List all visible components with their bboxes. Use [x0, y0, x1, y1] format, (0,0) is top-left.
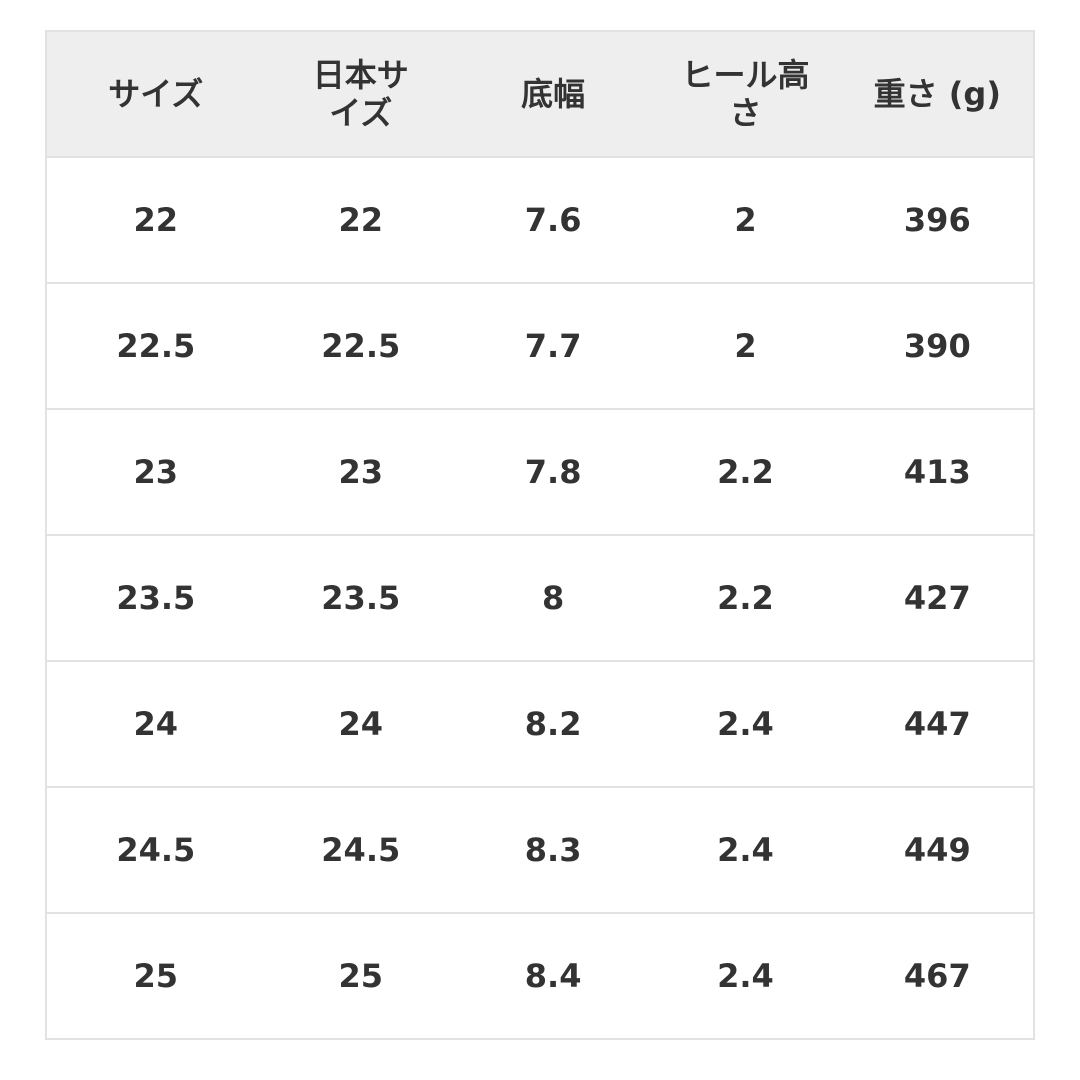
- cell-size: 23.5: [45, 534, 265, 662]
- header-japan-size: 日本サイズ: [264, 30, 457, 158]
- cell-sole-width: 7.7: [456, 282, 650, 410]
- cell-weight: 447: [841, 660, 1036, 788]
- cell-heel-height: 2.2: [649, 534, 842, 662]
- table-row: 22 22 7.6 2 396: [45, 156, 1036, 284]
- cell-sole-width: 8: [456, 534, 650, 662]
- cell-sole-width: 8.4: [456, 912, 650, 1040]
- cell-size: 24: [45, 660, 265, 788]
- header-heel-height: ヒール高さ: [649, 30, 842, 158]
- cell-size: 23: [45, 408, 265, 536]
- cell-japan-size: 24: [264, 660, 457, 788]
- table-row: 23.5 23.5 8 2.2 427: [45, 534, 1036, 662]
- cell-weight: 449: [841, 786, 1036, 914]
- cell-sole-width: 7.6: [456, 156, 650, 284]
- cell-heel-height: 2.4: [649, 912, 842, 1040]
- header-weight: 重さ (g): [841, 30, 1036, 158]
- cell-sole-width: 8.2: [456, 660, 650, 788]
- cell-sole-width: 8.3: [456, 786, 650, 914]
- cell-weight: 427: [841, 534, 1036, 662]
- cell-japan-size: 22.5: [264, 282, 457, 410]
- cell-size: 22.5: [45, 282, 265, 410]
- cell-size: 25: [45, 912, 265, 1040]
- header-sole-width: 底幅: [456, 30, 650, 158]
- cell-heel-height: 2.4: [649, 786, 842, 914]
- cell-japan-size: 23.5: [264, 534, 457, 662]
- cell-heel-height: 2.2: [649, 408, 842, 536]
- cell-weight: 467: [841, 912, 1036, 1040]
- cell-japan-size: 24.5: [264, 786, 457, 914]
- cell-sole-width: 7.8: [456, 408, 650, 536]
- cell-heel-height: 2: [649, 156, 842, 284]
- cell-japan-size: 22: [264, 156, 457, 284]
- cell-weight: 390: [841, 282, 1036, 410]
- cell-size: 24.5: [45, 786, 265, 914]
- table-row: 25 25 8.4 2.4 467: [45, 912, 1036, 1040]
- size-table: サイズ 日本サイズ 底幅 ヒール高さ 重さ (g) 22 22 7.6 2 396 22.…: [45, 30, 1036, 1040]
- table-row: 24.5 24.5 8.3 2.4 449: [45, 786, 1036, 914]
- table-row: 22.5 22.5 7.7 2 390: [45, 282, 1036, 410]
- cell-size: 22: [45, 156, 265, 284]
- cell-japan-size: 25: [264, 912, 457, 1040]
- cell-weight: 396: [841, 156, 1036, 284]
- cell-heel-height: 2.4: [649, 660, 842, 788]
- cell-weight: 413: [841, 408, 1036, 536]
- header-size: サイズ: [45, 30, 265, 158]
- header-row: サイズ 日本サイズ 底幅 ヒール高さ 重さ (g): [45, 30, 1036, 158]
- table-row: 23 23 7.8 2.2 413: [45, 408, 1036, 536]
- table-row: 24 24 8.2 2.4 447: [45, 660, 1036, 788]
- cell-heel-height: 2: [649, 282, 842, 410]
- cell-japan-size: 23: [264, 408, 457, 536]
